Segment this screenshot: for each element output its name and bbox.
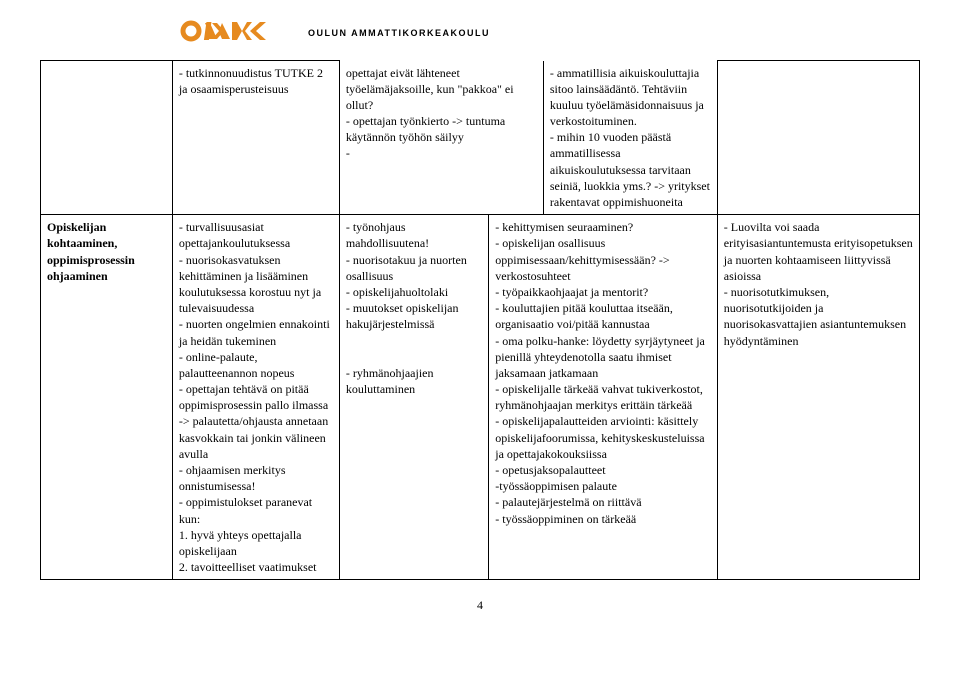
table-row: Opiskelijan kohtaaminen, oppimisprosessi…: [41, 215, 920, 580]
content-table: - tutkinnonuudistus TUTKE 2 ja osaamispe…: [40, 60, 920, 580]
org-name: OULUN AMMATTIKORKEAKOULU: [308, 28, 490, 38]
cell-r2c5: - Luovilta voi saada erityisasiantuntemu…: [717, 215, 919, 580]
cell-r2c2: - turvallisuusasiat opettajankoulutukses…: [172, 215, 339, 580]
cell-r1c3: opettajat eivät lähteneet työelämäjaksoi…: [340, 61, 544, 215]
cell-r1c4: - ammatillisia aikuiskouluttajia sitoo l…: [543, 61, 716, 215]
logo-icon: [180, 18, 290, 48]
cell-r2c4: - kehittymisen seuraaminen?- opiskelijan…: [489, 215, 718, 580]
header-logo-row: OULUN AMMATTIKORKEAKOULU: [180, 18, 920, 48]
table-row: - tutkinnonuudistus TUTKE 2 ja osaamispe…: [41, 61, 920, 215]
cell-r2c1: Opiskelijan kohtaaminen, oppimisprosessi…: [41, 215, 173, 580]
cell-r1c2: - tutkinnonuudistus TUTKE 2 ja osaamispe…: [172, 61, 339, 215]
page-number: 4: [40, 598, 920, 613]
cell-r1c1: [41, 61, 173, 215]
cell-r1c5: [717, 61, 919, 215]
cell-r2c3: - työnohjaus mahdollisuutena!- nuorisota…: [339, 215, 488, 580]
